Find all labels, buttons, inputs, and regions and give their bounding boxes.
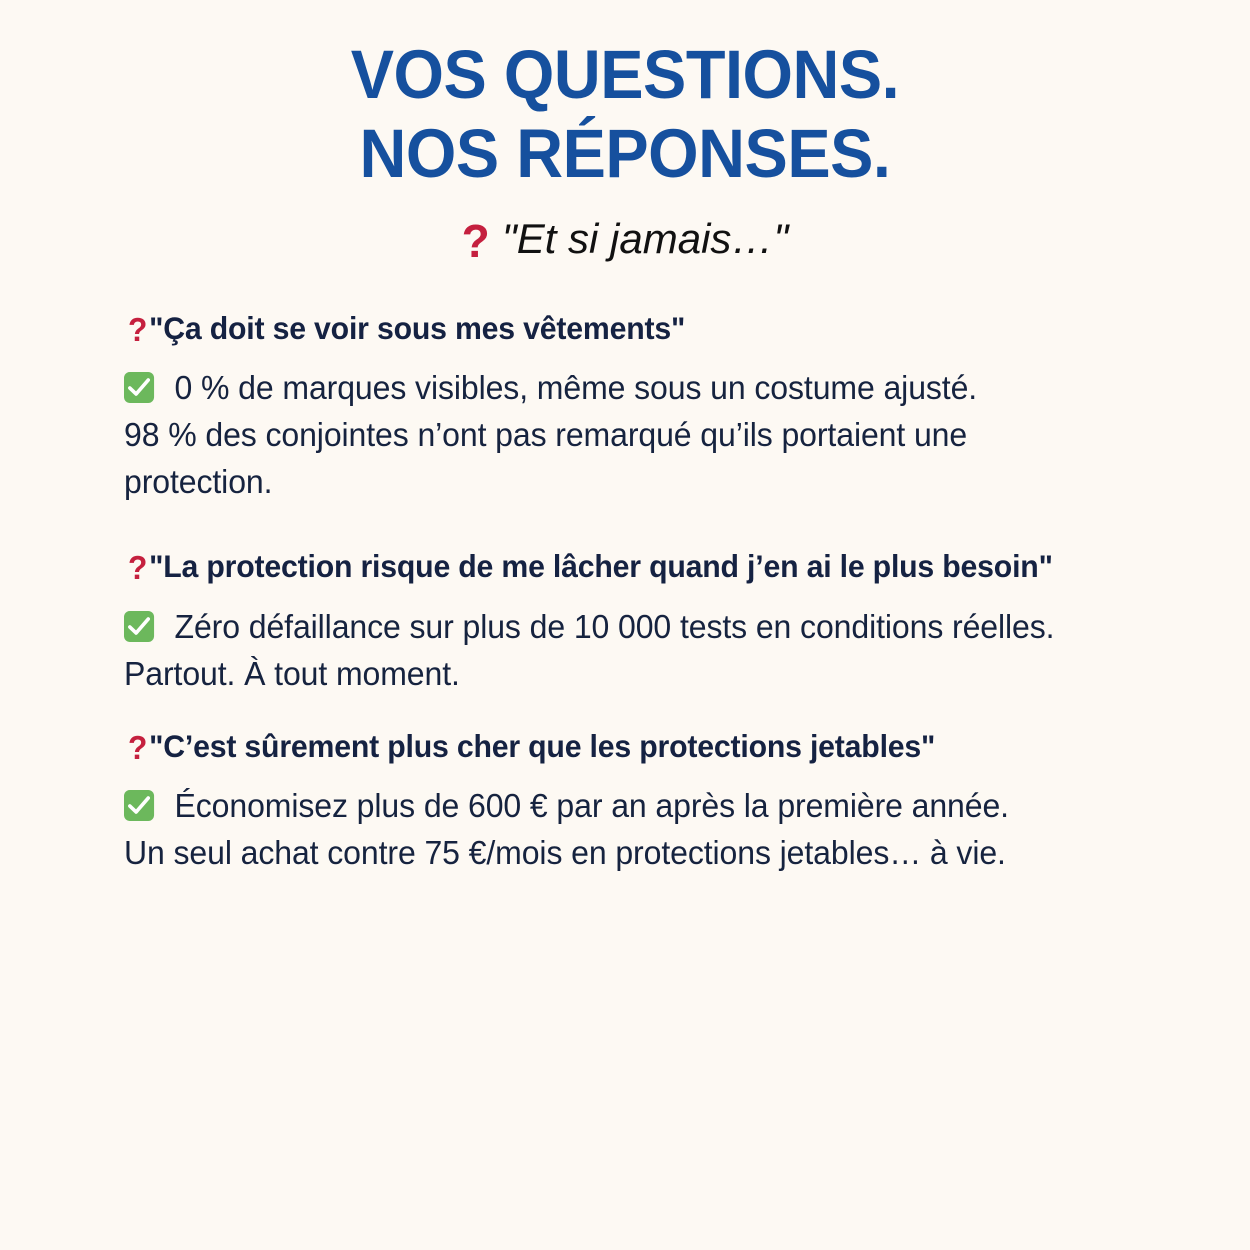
green-check-icon	[124, 790, 155, 822]
faq-question: ?"C’est sûrement plus cher que les prote…	[128, 726, 1092, 767]
question-mark-icon: ?	[461, 215, 490, 268]
green-check-icon	[124, 371, 155, 403]
page-subtitle: ? "Et si jamais…"	[0, 215, 1250, 264]
faq-item: ?"C’est sûrement plus cher que les prote…	[124, 726, 1132, 877]
question-mark-icon: ?	[128, 729, 148, 767]
faq-item: ?"Ça doit se voir sous mes vêtements" 0 …	[124, 308, 1132, 506]
page-header: VOS QUESTIONS. NOS RÉPONSES. ? "Et si jam…	[0, 0, 1250, 264]
title-line-1: VOS QUESTIONS.	[350, 36, 900, 113]
faq-answer-line: 98 % des conjointes n’ont pas remarqué q…	[124, 415, 968, 500]
faq-answer: 0 % de marques visibles, même sous un co…	[124, 365, 1102, 506]
green-check-icon	[124, 611, 155, 643]
faq-answer-text: Économisez plus de 600 € par an après la…	[165, 787, 1010, 825]
faq-item: ?"La protection risque de me lâcher quan…	[124, 546, 1132, 699]
faq-question-text: "La protection risque de me lâcher quand…	[149, 547, 1053, 584]
faq-answer-text: 0 % de marques visibles, même sous un co…	[165, 368, 978, 406]
faq-answer-text: Zéro défaillance sur plus de 10 000 test…	[165, 608, 1055, 646]
faq-answer: Économisez plus de 600 € par an après la…	[124, 783, 1102, 877]
faq-question: ?"La protection risque de me lâcher quan…	[128, 546, 1092, 587]
faq-answer: Zéro défaillance sur plus de 10 000 test…	[124, 604, 1102, 698]
faq-answer-line: Économisez plus de 600 € par an après la…	[124, 783, 1102, 830]
faq-question: ?"Ça doit se voir sous mes vêtements"	[128, 308, 1092, 349]
subtitle-text: "Et si jamais…"	[501, 215, 789, 263]
faq-answer-line: Zéro défaillance sur plus de 10 000 test…	[124, 604, 1102, 651]
page-title: VOS QUESTIONS. NOS RÉPONSES.	[0, 36, 1250, 192]
question-mark-icon: ?	[128, 548, 148, 586]
faq-answer-line: Partout. À tout moment.	[124, 655, 460, 693]
faq-question-text: "C’est sûrement plus cher que les protec…	[149, 728, 936, 765]
question-mark-icon: ?	[128, 311, 148, 349]
faq-answer-line: Un seul achat contre 75 €/mois en protec…	[124, 834, 1006, 871]
faq-list: ?"Ça doit se voir sous mes vêtements" 0 …	[0, 308, 1250, 877]
title-line-2: NOS RÉPONSES.	[359, 114, 891, 192]
faq-question-text: "Ça doit se voir sous mes vêtements"	[149, 310, 686, 347]
faq-answer-line: 0 % de marques visibles, même sous un co…	[124, 365, 1102, 412]
